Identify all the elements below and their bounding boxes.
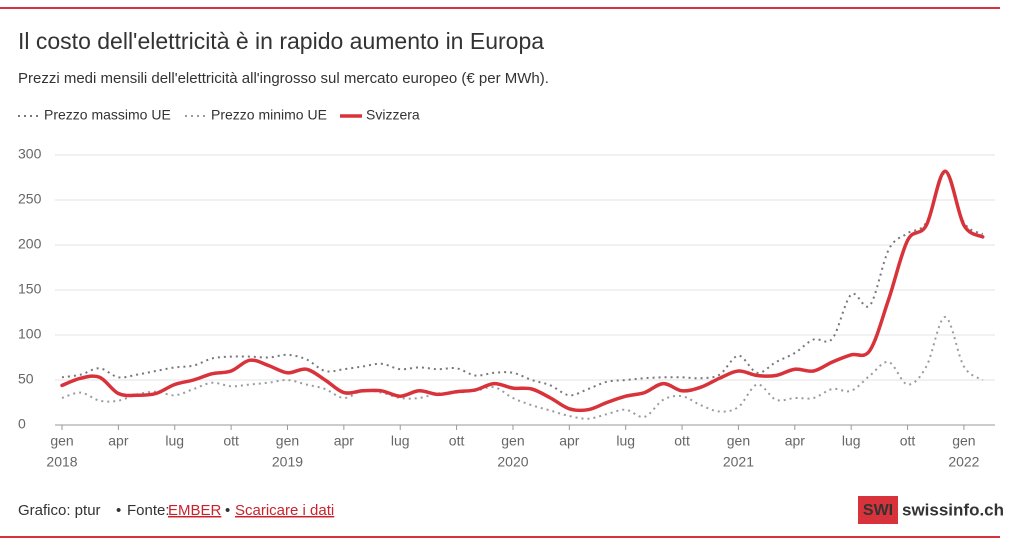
logo-site: swissinfo.ch (902, 500, 1004, 519)
x-year-label: 2022 (948, 454, 979, 470)
bottom-rule (0, 536, 1000, 538)
x-tick-label: gen (501, 433, 524, 449)
x-year-label: 2019 (272, 454, 303, 470)
x-tick-label: ott (900, 433, 916, 449)
y-tick-label: 250 (18, 191, 42, 207)
series-line (61, 316, 984, 420)
y-tick-label: 150 (18, 281, 42, 297)
x-tick-label: gen (50, 433, 73, 449)
x-tick-label: gen (952, 433, 975, 449)
x-year-label: 2020 (497, 454, 528, 470)
y-tick-label: 100 (18, 326, 42, 342)
legend-label: Svizzera (366, 107, 420, 123)
x-tick-label: apr (108, 433, 129, 449)
logo-mark: SWI (863, 502, 893, 519)
logo-box (858, 496, 898, 524)
x-year-label: 2018 (46, 454, 77, 470)
bullet: • (116, 502, 121, 519)
x-year-label: 2021 (723, 454, 754, 470)
series-line (60, 169, 985, 413)
x-tick-label: ott (223, 433, 239, 449)
bullet: • (225, 502, 230, 519)
legend-label: Prezzo massimo UE (44, 107, 171, 123)
chart-subtitle: Prezzi medi mensili dell'elettricità all… (18, 70, 549, 87)
source-label: Fonte: (127, 502, 170, 519)
series-line (61, 172, 984, 397)
x-tick-label: gen (276, 433, 299, 449)
x-tick-label: lug (391, 433, 410, 449)
y-tick-label: 50 (18, 371, 34, 387)
logo[interactable]: SWI swissinfo.ch (858, 496, 1004, 524)
x-tick-label: apr (559, 433, 580, 449)
x-tick-label: gen (727, 433, 750, 449)
y-tick-label: 0 (18, 416, 26, 432)
x-tick-label: lug (842, 433, 861, 449)
top-rule (0, 7, 1000, 9)
y-tick-label: 200 (18, 236, 42, 252)
x-tick-label: lug (165, 433, 184, 449)
download-link[interactable]: Scaricare i dati (235, 502, 334, 519)
chart-title: Il costo dell'elettricità è in rapido au… (18, 28, 544, 54)
x-tick-label: lug (616, 433, 635, 449)
credit: Grafico: ptur (18, 502, 101, 519)
y-tick-label: 300 (18, 146, 42, 162)
x-tick-label: apr (334, 433, 355, 449)
footer: Grafico: ptur • Fonte: EMBER • Scaricare… (18, 502, 334, 519)
legend-label: Prezzo minimo UE (211, 107, 327, 123)
x-tick-label: ott (449, 433, 465, 449)
x-tick-label: ott (674, 433, 690, 449)
x-tick-label: apr (785, 433, 806, 449)
source-link[interactable]: EMBER (168, 502, 222, 519)
